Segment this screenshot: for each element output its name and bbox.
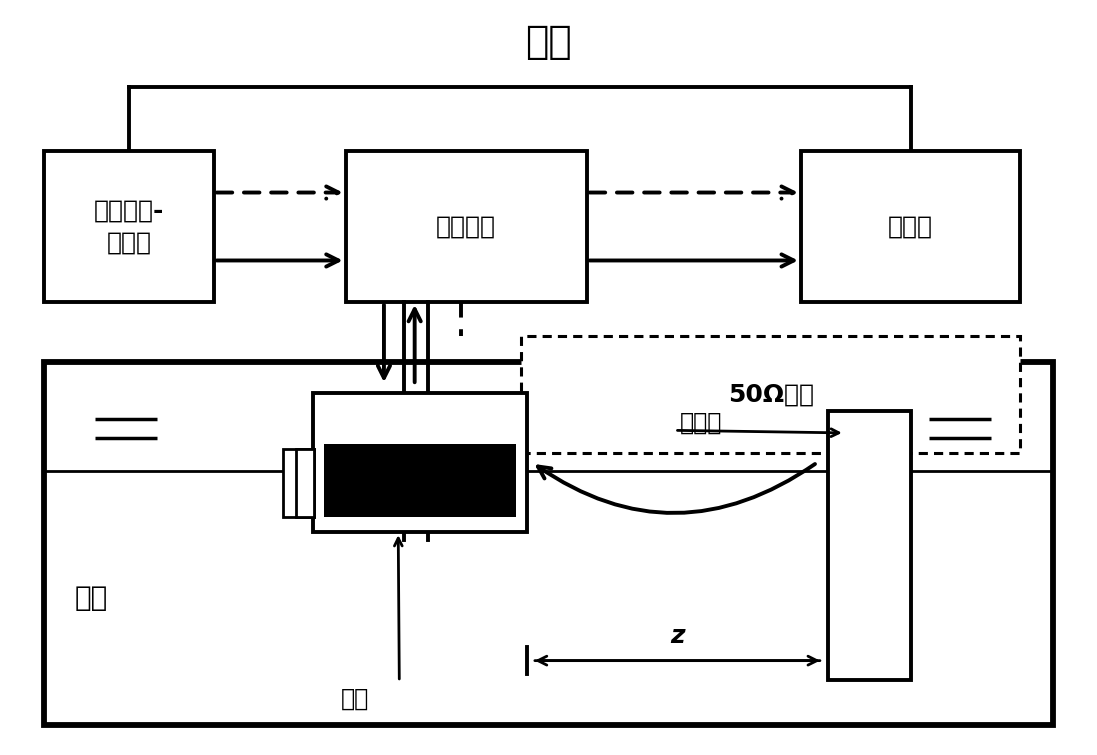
Text: 50Ω电阶: 50Ω电阶: [727, 383, 814, 406]
Text: 触发: 触发: [525, 23, 572, 60]
Text: 电流探头: 电流探头: [437, 214, 496, 239]
Text: 示波器: 示波器: [887, 214, 934, 239]
Bar: [828, 411, 911, 680]
Bar: [283, 449, 314, 517]
Bar: [296, 449, 314, 517]
Text: 反射体: 反射体: [680, 411, 723, 435]
Bar: [346, 151, 587, 302]
Text: 脉冲发射-
接收器: 脉冲发射- 接收器: [93, 199, 165, 254]
Bar: [521, 336, 1020, 453]
Text: 水浴: 水浴: [75, 584, 108, 612]
Text: z: z: [670, 624, 685, 648]
Bar: [44, 151, 214, 302]
Bar: [313, 393, 527, 532]
Bar: [324, 419, 516, 444]
Bar: [324, 419, 516, 517]
Text: 探头: 探头: [341, 686, 370, 710]
Bar: [44, 362, 1053, 725]
Bar: [801, 151, 1020, 302]
